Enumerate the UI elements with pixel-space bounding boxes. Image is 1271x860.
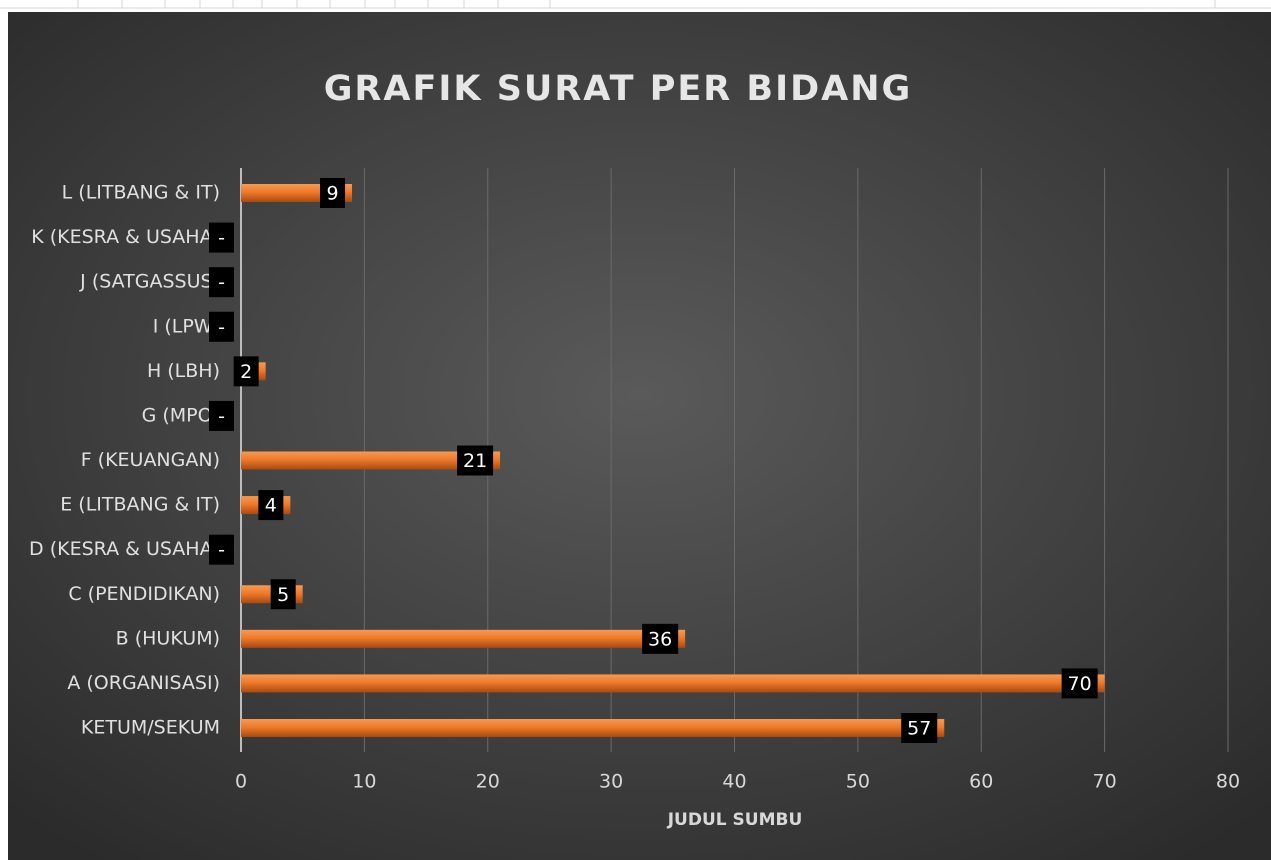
bar (241, 629, 686, 648)
x-tick-label: 70 (1093, 771, 1117, 793)
data-label: - (218, 316, 225, 338)
x-tick-label: 10 (352, 771, 376, 793)
y-tick-label: B (HUKUM) (116, 627, 220, 649)
bar (241, 451, 501, 470)
data-label-box (209, 222, 234, 253)
bar (241, 719, 945, 737)
data-label: - (218, 539, 225, 561)
chart-area (8, 12, 1271, 860)
data-label: 70 (1068, 673, 1092, 695)
bar (241, 674, 1105, 693)
y-tick-label: J (SATGASSUS) (79, 271, 220, 293)
y-tick-label: C (PENDIDIKAN) (68, 583, 220, 605)
data-label-box (233, 356, 259, 387)
data-label-box (209, 311, 234, 342)
data-label: 9 (326, 183, 338, 205)
data-label-box (642, 623, 679, 654)
y-tick-label: I (LPW) (153, 315, 220, 337)
data-label: - (218, 272, 225, 294)
y-tick-label: A (ORGANISASI) (67, 672, 220, 694)
data-label-box (270, 579, 296, 610)
x-tick-label: 0 (235, 771, 247, 793)
axis-title: JUDUL SUMBU (667, 810, 803, 830)
data-label: 57 (907, 718, 931, 740)
data-label: 21 (463, 450, 487, 472)
data-label-box (1061, 668, 1098, 699)
y-tick-label: F (KEUANGAN) (81, 449, 220, 471)
y-tick-label: G (MPO) (142, 404, 220, 426)
data-label: 2 (240, 361, 252, 383)
x-tick-label: 60 (969, 771, 993, 793)
data-label-box (258, 490, 284, 521)
data-label: - (218, 405, 225, 427)
x-tick-label: 80 (1216, 771, 1240, 793)
data-label-box (209, 400, 234, 431)
data-label: 4 (265, 495, 277, 517)
sheet-grid (0, 0, 1271, 9)
y-tick-label: L (LITBANG & IT) (62, 182, 220, 204)
data-label-box (209, 267, 234, 298)
data-label: - (218, 227, 225, 249)
x-tick-label: 30 (599, 771, 623, 793)
chart-title: GRAFIK SURAT PER BIDANG (324, 69, 913, 109)
y-tick-label: E (LITBANG & IT) (60, 494, 220, 516)
y-tick-label: D (KESRA & USAHA) (29, 538, 220, 560)
x-tick-label: 40 (722, 771, 746, 793)
data-label-box (209, 534, 234, 565)
y-tick-label: K (KESRA & USAHA) (31, 226, 220, 248)
data-label-box (320, 178, 346, 208)
y-tick-label: H (LBH) (147, 360, 220, 382)
y-tick-label: KETUM/SEKUM (81, 717, 220, 739)
data-label: 5 (277, 584, 289, 606)
x-tick-label: 50 (846, 771, 870, 793)
data-label-box (457, 445, 494, 476)
data-label-box (901, 713, 938, 743)
data-label: 36 (648, 628, 672, 650)
x-tick-label: 20 (476, 771, 500, 793)
